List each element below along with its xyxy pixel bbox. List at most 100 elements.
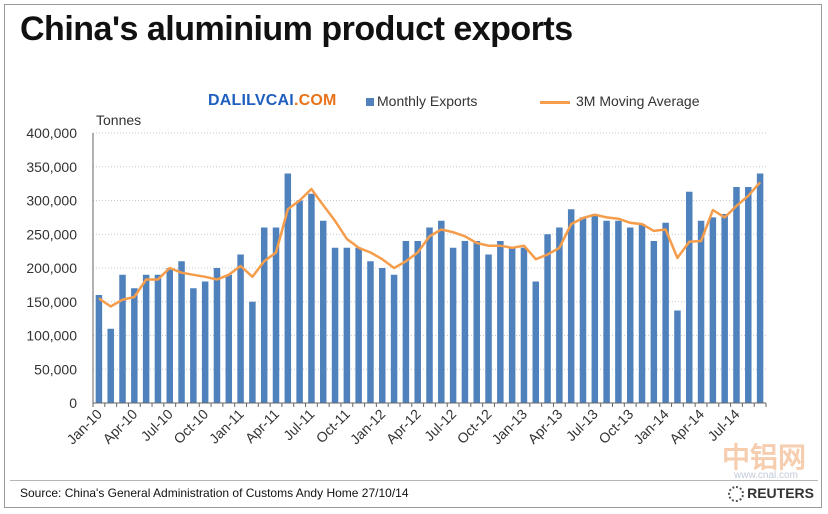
bar <box>638 224 646 403</box>
bar <box>237 254 244 403</box>
bar <box>603 220 610 403</box>
x-tick-label: Apr-11 <box>242 406 282 446</box>
y-tick-label: 150,000 <box>26 294 77 310</box>
bar <box>721 214 728 403</box>
x-tick-label: Apr-14 <box>666 406 707 447</box>
bar <box>626 227 634 403</box>
bar <box>556 227 563 403</box>
chart-title: China's aluminium product exports <box>20 10 573 48</box>
bar <box>449 247 457 403</box>
bar <box>756 173 764 403</box>
bar <box>520 247 528 403</box>
bar <box>131 288 138 403</box>
x-tick-label: Jul-10 <box>138 406 176 444</box>
bar <box>379 268 386 403</box>
bar <box>662 222 669 403</box>
y-tick-label: 100,000 <box>26 328 77 344</box>
bar <box>201 281 209 403</box>
y-tick-label: 400,000 <box>26 125 77 141</box>
bar <box>142 274 150 403</box>
axes <box>92 133 766 404</box>
x-tick-label: Apr-12 <box>383 406 424 447</box>
y-tick-label: 250,000 <box>26 226 77 242</box>
x-tick-label: Oct-10 <box>170 406 211 447</box>
x-tick-label: Oct-13 <box>595 406 636 447</box>
bar <box>674 310 681 403</box>
bar <box>260 227 268 403</box>
bar <box>367 261 374 403</box>
watermark-logo: DALILVCAI.COM <box>208 92 337 110</box>
bar <box>402 241 410 403</box>
bar <box>119 274 126 403</box>
legend-line-swatch <box>540 100 570 104</box>
x-tick-label: Jul-12 <box>421 406 459 444</box>
y-tick-label: 0 <box>69 395 77 411</box>
legend-bar-item: Monthly Exports <box>366 93 477 109</box>
x-tick-label: Jul-13 <box>563 406 601 444</box>
bar-series <box>95 173 764 403</box>
bar <box>544 234 551 403</box>
bar <box>615 220 622 403</box>
y-axis-unit-label: Tonnes <box>96 112 142 128</box>
watermark-part1: DALILVCAI <box>208 92 294 109</box>
y-axis-ticks: 0 50,000 100,000 150,000 200,000 250,000 300,0… <box>26 125 77 411</box>
y-tick-label: 50,000 <box>34 361 77 377</box>
bar <box>178 261 185 403</box>
moving-average-line <box>98 181 762 308</box>
bar <box>461 241 469 403</box>
bar <box>497 241 504 403</box>
bar <box>95 295 103 403</box>
x-tick-label: Jan-11 <box>206 406 247 447</box>
x-tick-label: Jul-11 <box>280 406 318 444</box>
bar <box>284 173 292 403</box>
x-axis-ticks: Jan-10Apr-10Jul-10Oct-10Jan-11Apr-11Jul-… <box>63 403 767 448</box>
bar <box>686 191 693 403</box>
bar <box>508 247 516 403</box>
legend-bar-label: Monthly Exports <box>377 93 478 109</box>
bar <box>296 200 303 403</box>
bar <box>438 220 445 403</box>
bar <box>390 274 398 403</box>
bar <box>154 274 162 403</box>
bar <box>213 268 221 403</box>
x-tick-label: Apr-10 <box>99 406 140 447</box>
footer-divider <box>10 480 818 481</box>
bar <box>319 220 327 403</box>
bar <box>343 247 351 403</box>
x-tick-label: Oct-12 <box>454 406 495 447</box>
bar <box>331 247 339 403</box>
legend-line-item: 3M Moving Average <box>540 93 699 109</box>
bar <box>414 241 421 403</box>
bar <box>426 227 433 403</box>
y-tick-label: 300,000 <box>26 193 77 209</box>
bar <box>249 301 256 403</box>
reuters-logo: REUTERS <box>728 485 814 503</box>
corner-watermark-url: www.cnal.com <box>734 470 798 481</box>
bar <box>190 288 197 403</box>
chart-frame <box>4 4 822 508</box>
bar <box>107 328 114 403</box>
bar <box>579 217 587 403</box>
bar <box>473 241 480 403</box>
x-tick-label: Apr-13 <box>524 406 565 447</box>
bar <box>591 214 599 403</box>
x-tick-label: Jan-12 <box>347 406 389 448</box>
x-tick-label: Jan-13 <box>488 406 530 448</box>
bar <box>709 217 717 403</box>
bar <box>733 187 740 403</box>
bar <box>567 209 575 403</box>
x-tick-label: Jan-14 <box>630 406 672 448</box>
reuters-label: REUTERS <box>747 485 814 501</box>
y-tick-label: 200,000 <box>26 260 77 276</box>
y-tick-label: 350,000 <box>26 159 77 175</box>
bar <box>485 254 492 403</box>
x-tick-label: Oct-11 <box>313 406 353 446</box>
bar <box>308 193 315 403</box>
bar <box>650 241 658 403</box>
watermark-part2: .COM <box>293 92 337 109</box>
corner-watermark: 中铝网 <box>722 442 807 473</box>
x-tick-label: Jan-10 <box>63 406 105 448</box>
source-note: Source: China's General Administration o… <box>20 486 409 500</box>
legend-bar-swatch <box>366 98 374 107</box>
